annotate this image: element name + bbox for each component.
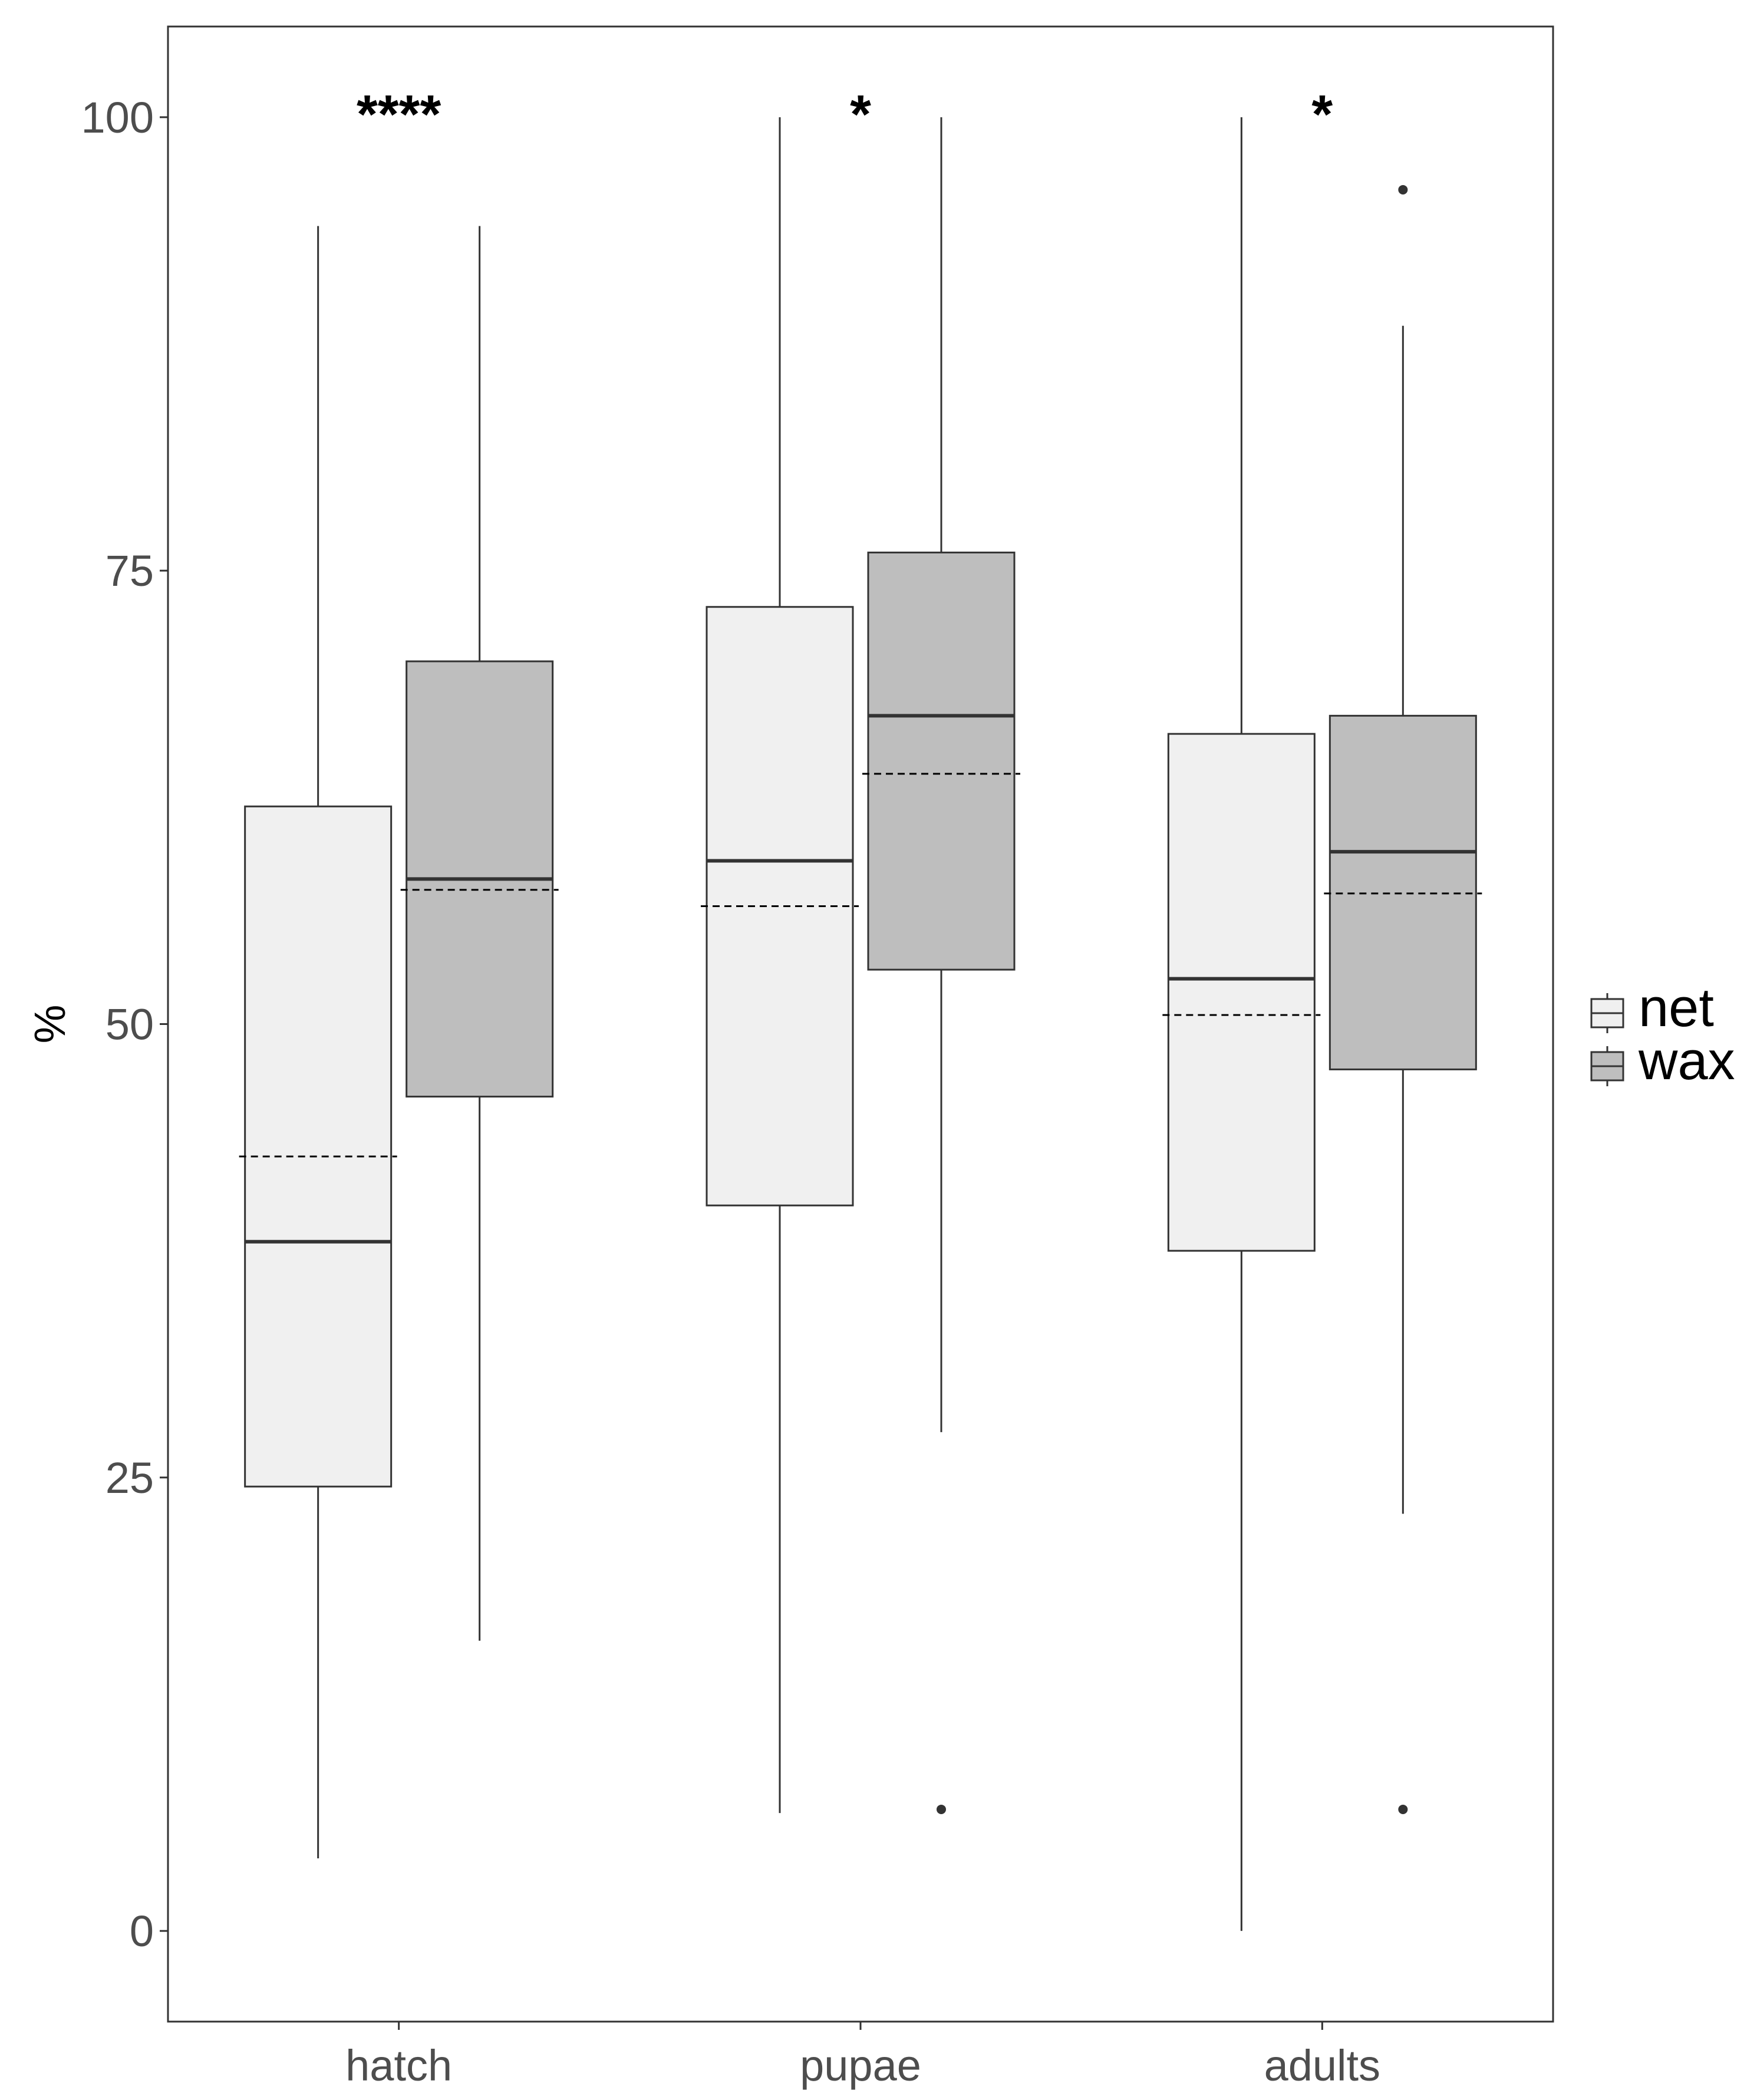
box-wax-pupae [862, 117, 1020, 1814]
significance-label-pupae: * [850, 84, 871, 144]
box-iqr [244, 805, 393, 1488]
box-iqr [1167, 733, 1316, 1252]
y-tick-label: 25 [106, 1453, 154, 1502]
box-net-hatch [239, 226, 397, 1859]
x-tick-label-hatch: hatch [345, 2041, 452, 2090]
y-tick-label: 75 [106, 546, 154, 595]
box-wax-hatch [400, 226, 559, 1641]
legend-label-wax: wax [1638, 1031, 1735, 1091]
box-net-pupae [701, 117, 859, 1814]
outlier-point [1398, 1804, 1408, 1814]
outlier-point [937, 1804, 946, 1814]
box-iqr [1329, 714, 1477, 1070]
legend-label-net: net [1639, 978, 1714, 1038]
outlier-point [1398, 184, 1408, 194]
axes: 0 25 50 75 100 hatch pupae adults% [25, 25, 1554, 2090]
box-net-adults [1162, 117, 1321, 1931]
box-iqr [867, 551, 1016, 971]
y-tick-label: 0 [130, 1907, 154, 1956]
plot-marks: **** * * [239, 84, 1482, 1931]
box-wax-adults [1324, 184, 1482, 1814]
y-axis-title: % [25, 1005, 74, 1044]
legend-item-net: net [1590, 978, 1714, 1038]
significance-label-hatch: **** [357, 84, 441, 144]
x-tick-label-pupae: pupae [800, 2041, 921, 2090]
significance-label-adults: * [1311, 84, 1333, 144]
y-tick-label: 100 [81, 93, 154, 142]
y-tick-label: 50 [106, 1000, 154, 1049]
x-tick-label-adults: adults [1264, 2041, 1380, 2090]
legend-item-wax: wax [1590, 1031, 1735, 1091]
